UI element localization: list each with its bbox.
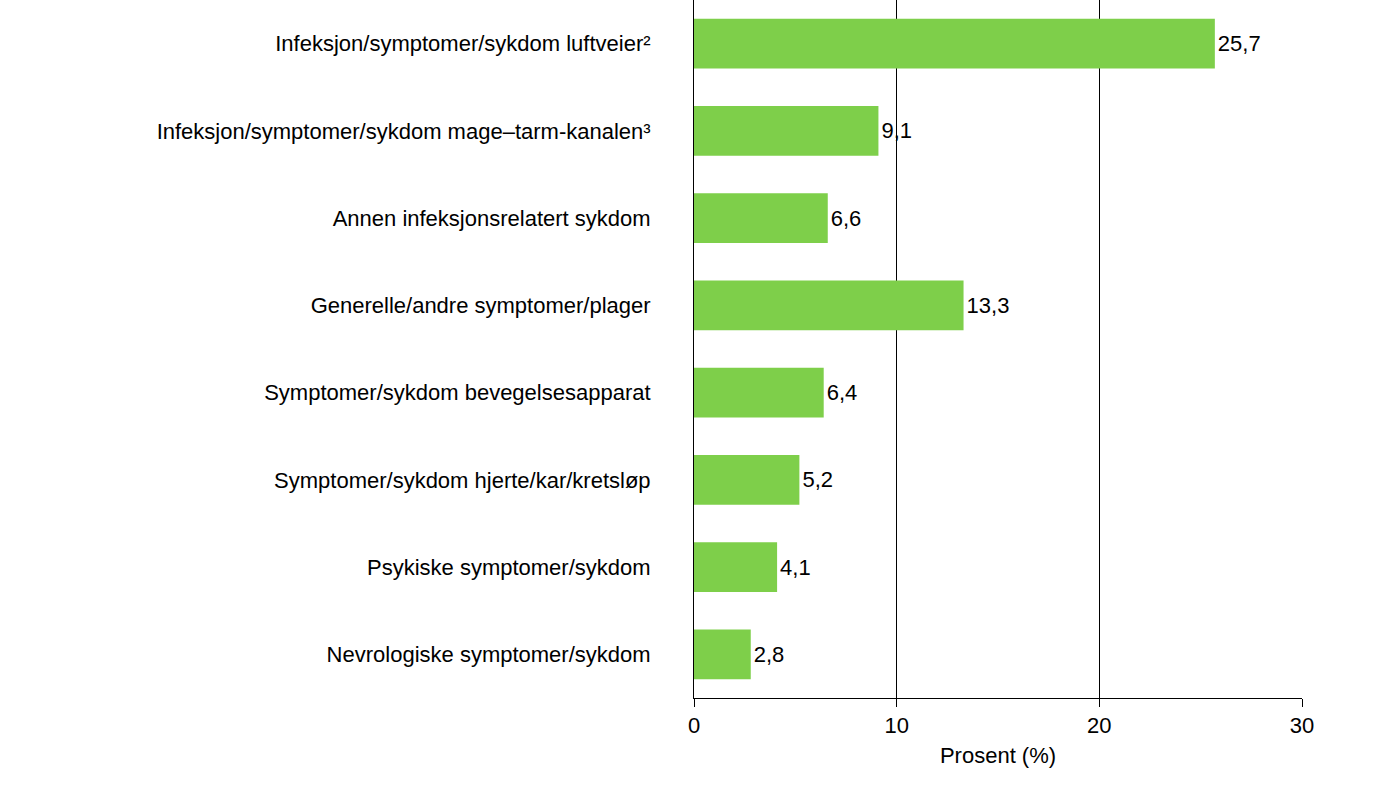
svg-text:Annen infeksjonsrelatert sykdo: Annen infeksjonsrelatert sykdom [333,206,651,231]
svg-text:9,1: 9,1 [881,118,912,143]
svg-text:4,1: 4,1 [780,555,811,580]
svg-text:Psykiske symptomer/sykdom: Psykiske symptomer/sykdom [367,555,651,580]
svg-text:10: 10 [884,713,908,738]
svg-text:5,2: 5,2 [802,467,833,492]
svg-text:6,4: 6,4 [827,380,858,405]
svg-text:Nevrologiske symptomer/sykdom: Nevrologiske symptomer/sykdom [327,642,651,667]
svg-text:Infeksjon/symptomer/sykdom mag: Infeksjon/symptomer/sykdom mage–tarm-kan… [157,119,651,144]
svg-text:2,8: 2,8 [754,642,785,667]
svg-text:6,6: 6,6 [831,206,862,231]
svg-text:Generelle/andre symptomer/plag: Generelle/andre symptomer/plager [311,293,651,318]
svg-text:30: 30 [1290,713,1314,738]
svg-text:Prosent (%): Prosent (%) [940,743,1056,768]
svg-text:Symptomer/sykdom bevegelsesapp: Symptomer/sykdom bevegelsesapparat [264,380,650,405]
svg-text:0: 0 [688,713,700,738]
svg-text:25,7: 25,7 [1218,31,1261,56]
svg-text:20: 20 [1087,713,1111,738]
svg-text:13,3: 13,3 [967,293,1010,318]
svg-text:Symptomer/sykdom hjerte/kar/kr: Symptomer/sykdom hjerte/kar/kretsløp [274,468,651,493]
svg-text:Infeksjon/symptomer/sykdom luf: Infeksjon/symptomer/sykdom luftveier² [275,31,650,56]
